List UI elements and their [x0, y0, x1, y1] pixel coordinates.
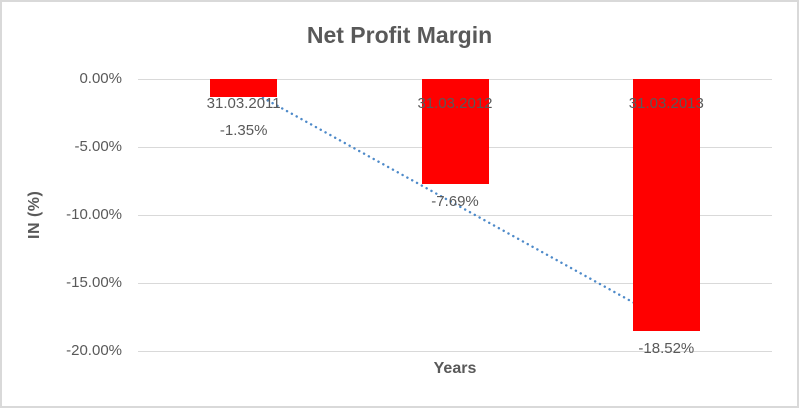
data-label: -1.35% — [219, 122, 268, 139]
chart-title: Net Profit Margin — [306, 22, 493, 48]
y-tick-label: -20.00% — [66, 342, 122, 359]
x-axis-title: Years — [433, 360, 477, 377]
bar — [210, 79, 278, 98]
data-label: -18.52% — [638, 339, 695, 357]
data-label: -7.69% — [431, 192, 479, 210]
y-tick-label: -5.00% — [74, 138, 122, 155]
y-tick-label: -15.00% — [66, 274, 122, 291]
bar — [421, 79, 489, 184]
category-label: 31.03.2012 — [417, 95, 493, 112]
y-tick-label: 0.00% — [79, 70, 122, 87]
bar — [632, 79, 700, 331]
category-label: 31.03.2011 — [206, 95, 281, 112]
gridline — [138, 351, 772, 352]
category-label: 31.03.2013 — [628, 95, 704, 112]
y-tick-label: -10.00% — [66, 206, 122, 223]
